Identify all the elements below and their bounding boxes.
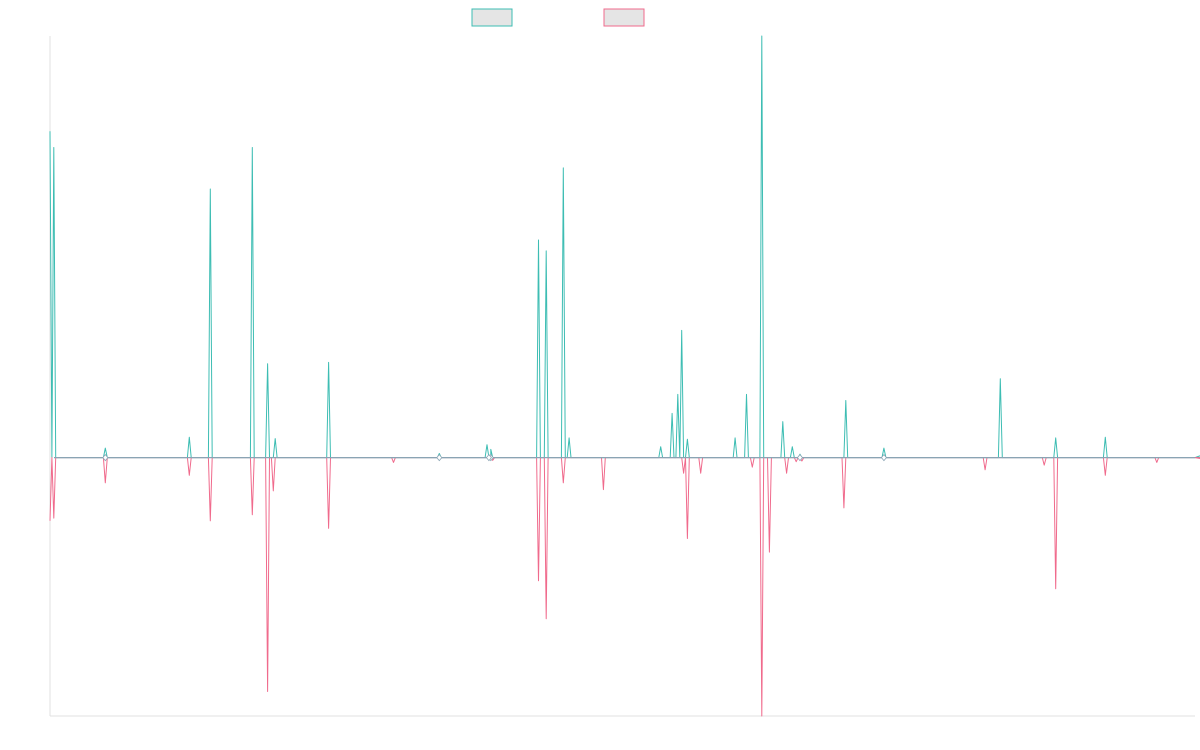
baseline-marker — [880, 453, 887, 462]
legend-swatch-2[interactable] — [603, 8, 645, 27]
legend[interactable] — [471, 8, 645, 27]
baseline-marker — [102, 453, 109, 462]
series-line-2 — [49, 457, 1200, 717]
baseline-marker — [796, 453, 803, 462]
series-line-1 — [49, 35, 1200, 459]
plot-area — [49, 35, 1200, 717]
baseline-marker — [436, 453, 443, 462]
legend-swatch-1[interactable] — [471, 8, 513, 27]
axes — [49, 36, 1195, 717]
baseline-marker — [485, 453, 492, 462]
